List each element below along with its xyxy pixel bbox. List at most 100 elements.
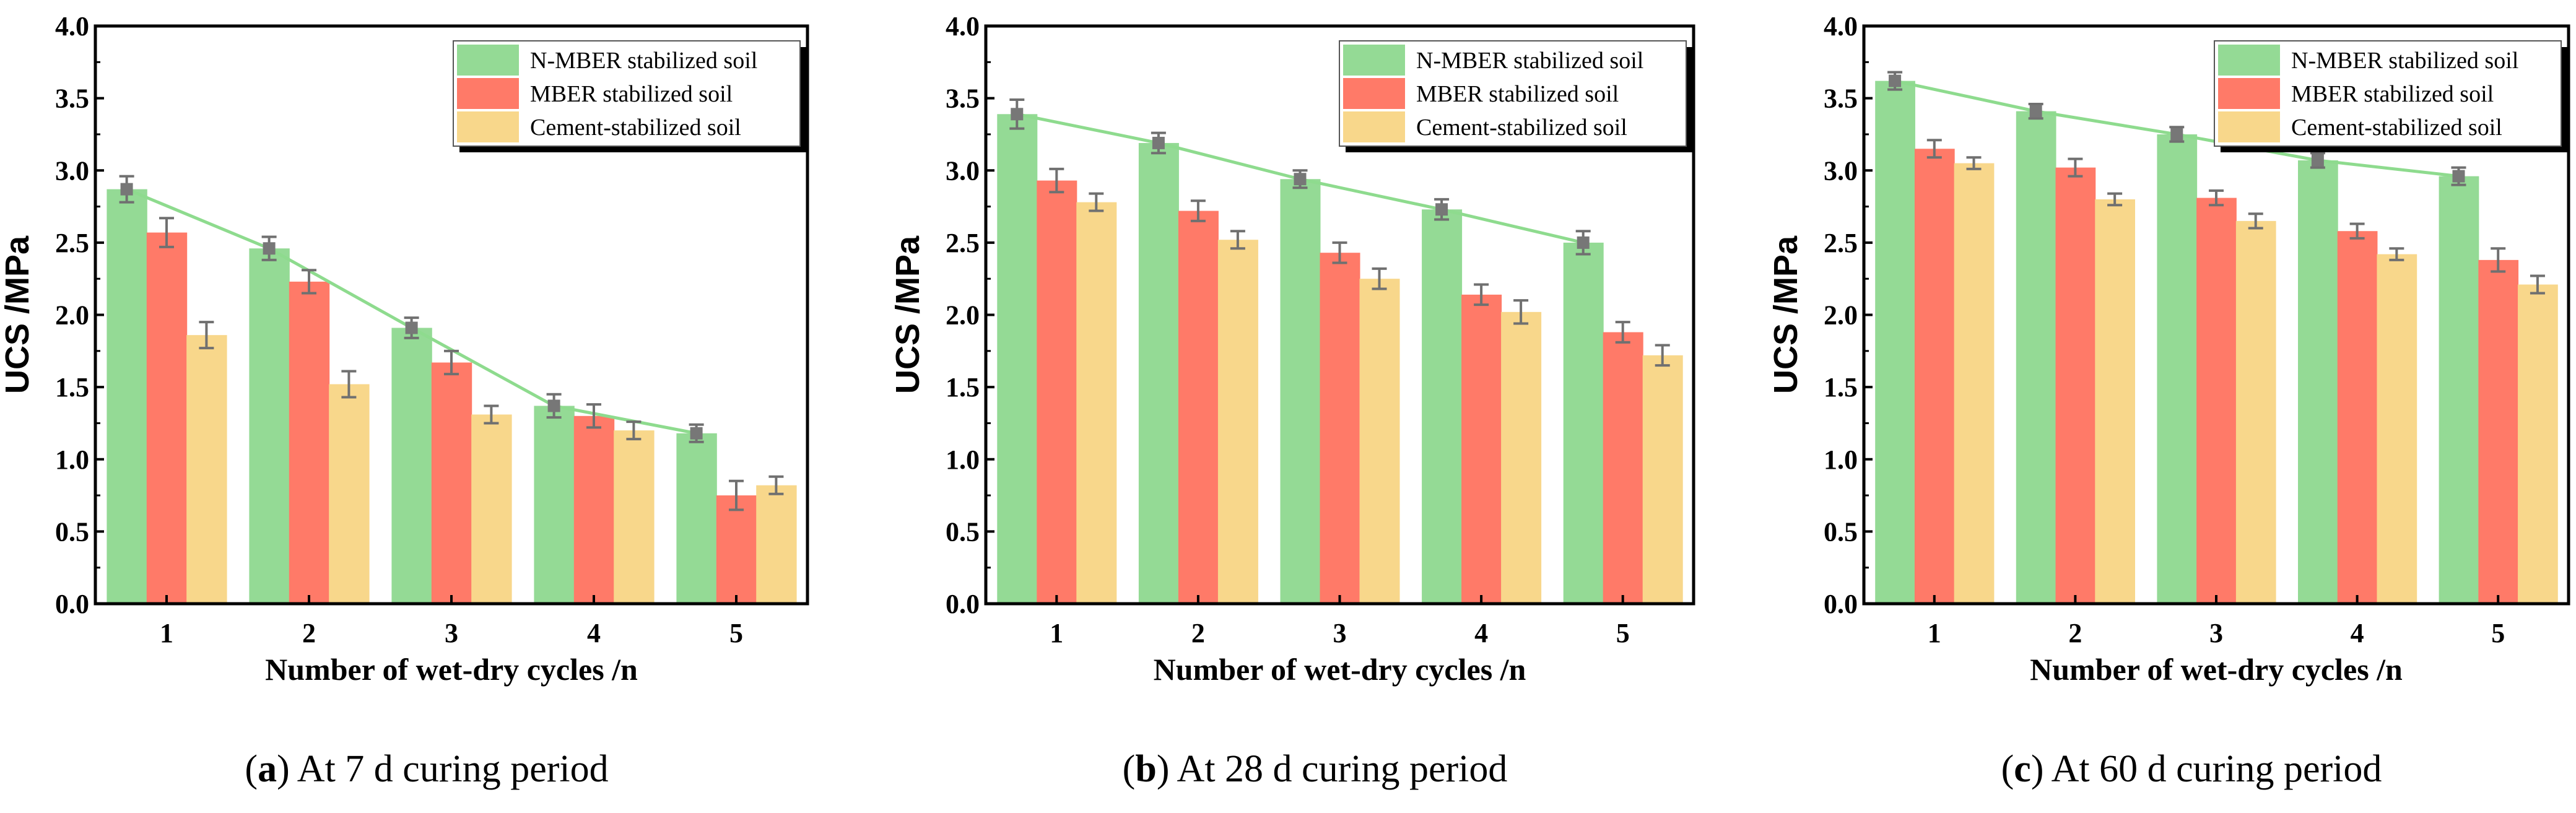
bar-n-mber-stabilized-soil-1	[1875, 80, 1915, 604]
bar-n-mber-stabilized-soil-2	[2016, 111, 2056, 604]
x-tick-label: 3	[445, 618, 458, 648]
bar-cement-stabilized-soil-3	[471, 414, 512, 604]
y-tick-label: 1.5	[55, 372, 89, 402]
error-bar	[199, 321, 214, 350]
legend-swatch	[2218, 45, 2280, 76]
x-tick-label: 4	[587, 618, 601, 648]
bar-n-mber-stabilized-soil-2	[249, 248, 290, 604]
caption-paren: (	[245, 748, 258, 790]
x-axis-title: Number of wet-dry cycles /n	[2030, 652, 2403, 687]
bar-n-mber-stabilized-soil-1	[997, 114, 1038, 604]
x-tick-label: 5	[1616, 618, 1630, 648]
x-tick-label: 2	[302, 618, 316, 648]
x-tick-label: 5	[2491, 618, 2505, 648]
data-marker	[1577, 236, 1590, 249]
error-bar	[2107, 192, 2123, 207]
legend: N-MBER stabilized soil MBER stabilized so…	[2214, 40, 2567, 152]
bar-cement-stabilized-soil-1	[1076, 202, 1117, 604]
legend-swatch	[457, 78, 519, 109]
y-tick-label: 4.0	[946, 11, 980, 41]
y-tick-label: 2.0	[1824, 300, 1858, 331]
error-bar	[1966, 156, 1982, 170]
error-bar	[2389, 247, 2404, 261]
x-tick-label: 2	[1191, 618, 1205, 648]
legend-swatch	[1343, 45, 1405, 76]
error-bar	[1332, 241, 1347, 264]
bar-n-mber-stabilized-soil-4	[534, 406, 575, 604]
bar-cement-stabilized-soil-1	[186, 335, 227, 604]
bar-mber-stabilized-soil-4	[2337, 231, 2378, 604]
bar-mber-stabilized-soil-3	[1320, 253, 1360, 604]
caption-paren: )	[277, 748, 297, 790]
error-bar	[302, 269, 316, 295]
y-tick-label: 3.0	[1824, 155, 1858, 186]
y-tick-label: 3.5	[946, 84, 980, 114]
x-tick-label: 1	[1928, 618, 1941, 648]
y-tick-label: 1.5	[946, 372, 980, 402]
y-tick-label: 0.0	[946, 589, 980, 619]
bar-cement-stabilized-soil-5	[756, 485, 797, 604]
error-bar	[484, 404, 499, 425]
x-tick-label: 3	[1333, 618, 1347, 648]
legend-label: MBER stabilized soil	[1416, 81, 1619, 107]
bar-mber-stabilized-soil-3	[431, 362, 472, 604]
y-tick-label: 4.0	[1824, 11, 1858, 41]
error-bar	[2248, 212, 2263, 230]
y-axis-title: UCS /MPa	[889, 235, 926, 394]
legend-label: Cement-stabilized soil	[1416, 115, 1627, 141]
data-marker	[547, 399, 560, 412]
x-axis-title: Number of wet-dry cycles /n	[265, 652, 638, 687]
caption-text: At 7 d curing period	[297, 748, 609, 790]
data-marker	[120, 183, 133, 196]
bar-mber-stabilized-soil-2	[1178, 211, 1219, 604]
error-bar	[2349, 222, 2365, 240]
bar-n-mber-stabilized-soil-2	[1138, 142, 1179, 604]
bar-mber-stabilized-soil-5	[1603, 332, 1643, 604]
y-tick-label: 1.0	[946, 445, 980, 475]
legend-swatch	[1343, 111, 1405, 142]
data-marker	[1294, 173, 1307, 186]
bar-mber-stabilized-soil-1	[1914, 149, 1955, 604]
error-bar	[159, 217, 174, 248]
y-tick-label: 3.0	[55, 155, 89, 186]
y-axis-title: UCS /MPa	[0, 235, 36, 394]
x-tick-label: 1	[160, 618, 173, 648]
bar-cement-stabilized-soil-5	[1642, 355, 1683, 604]
bar-mber-stabilized-soil-5	[716, 495, 757, 604]
error-bar	[1655, 344, 1670, 367]
data-marker	[2452, 170, 2465, 183]
y-tick-label: 1.0	[55, 445, 89, 475]
y-tick-label: 0.5	[946, 516, 980, 547]
y-tick-label: 2.0	[55, 300, 89, 331]
bar-mber-stabilized-soil-1	[1037, 180, 1077, 604]
x-tick-label: 4	[1474, 618, 1488, 648]
error-bar	[586, 403, 601, 429]
caption-letter: a	[258, 748, 277, 790]
bar-n-mber-stabilized-soil-3	[2157, 134, 2198, 604]
y-tick-label: 3.5	[1824, 84, 1858, 114]
chart-panel-a: 0.0 0.5 1.0 1.5 2.0 2.5 3.0 3.5 4.0 1 2 3 4 5 Number o…	[0, 11, 809, 790]
error-bar	[626, 420, 642, 441]
bar-cement-stabilized-soil-3	[2235, 220, 2276, 604]
legend-label: N-MBER stabilized soil	[530, 48, 757, 74]
error-bar	[2209, 189, 2224, 207]
error-bar	[1190, 199, 1206, 222]
data-marker	[2029, 105, 2042, 118]
error-bar	[1615, 321, 1630, 344]
y-tick-label: 0.5	[55, 516, 89, 547]
legend-swatch	[2218, 78, 2280, 109]
data-marker	[690, 427, 703, 440]
legend-label: Cement-stabilized soil	[530, 115, 741, 141]
legend-label: MBER stabilized soil	[2291, 81, 2494, 107]
panel-caption: (b) At 28 d curing period	[1123, 748, 1508, 790]
x-tick-label: 1	[1050, 618, 1063, 648]
error-bar	[444, 349, 459, 376]
data-marker	[1011, 108, 1024, 121]
y-tick-label: 2.5	[1824, 228, 1858, 258]
legend-swatch	[1343, 78, 1405, 109]
bar-mber-stabilized-soil-2	[289, 281, 330, 604]
y-axis-title: UCS /MPa	[1767, 235, 1804, 394]
y-tick-label: 2.5	[946, 228, 980, 258]
x-tick-label: 5	[729, 618, 743, 648]
